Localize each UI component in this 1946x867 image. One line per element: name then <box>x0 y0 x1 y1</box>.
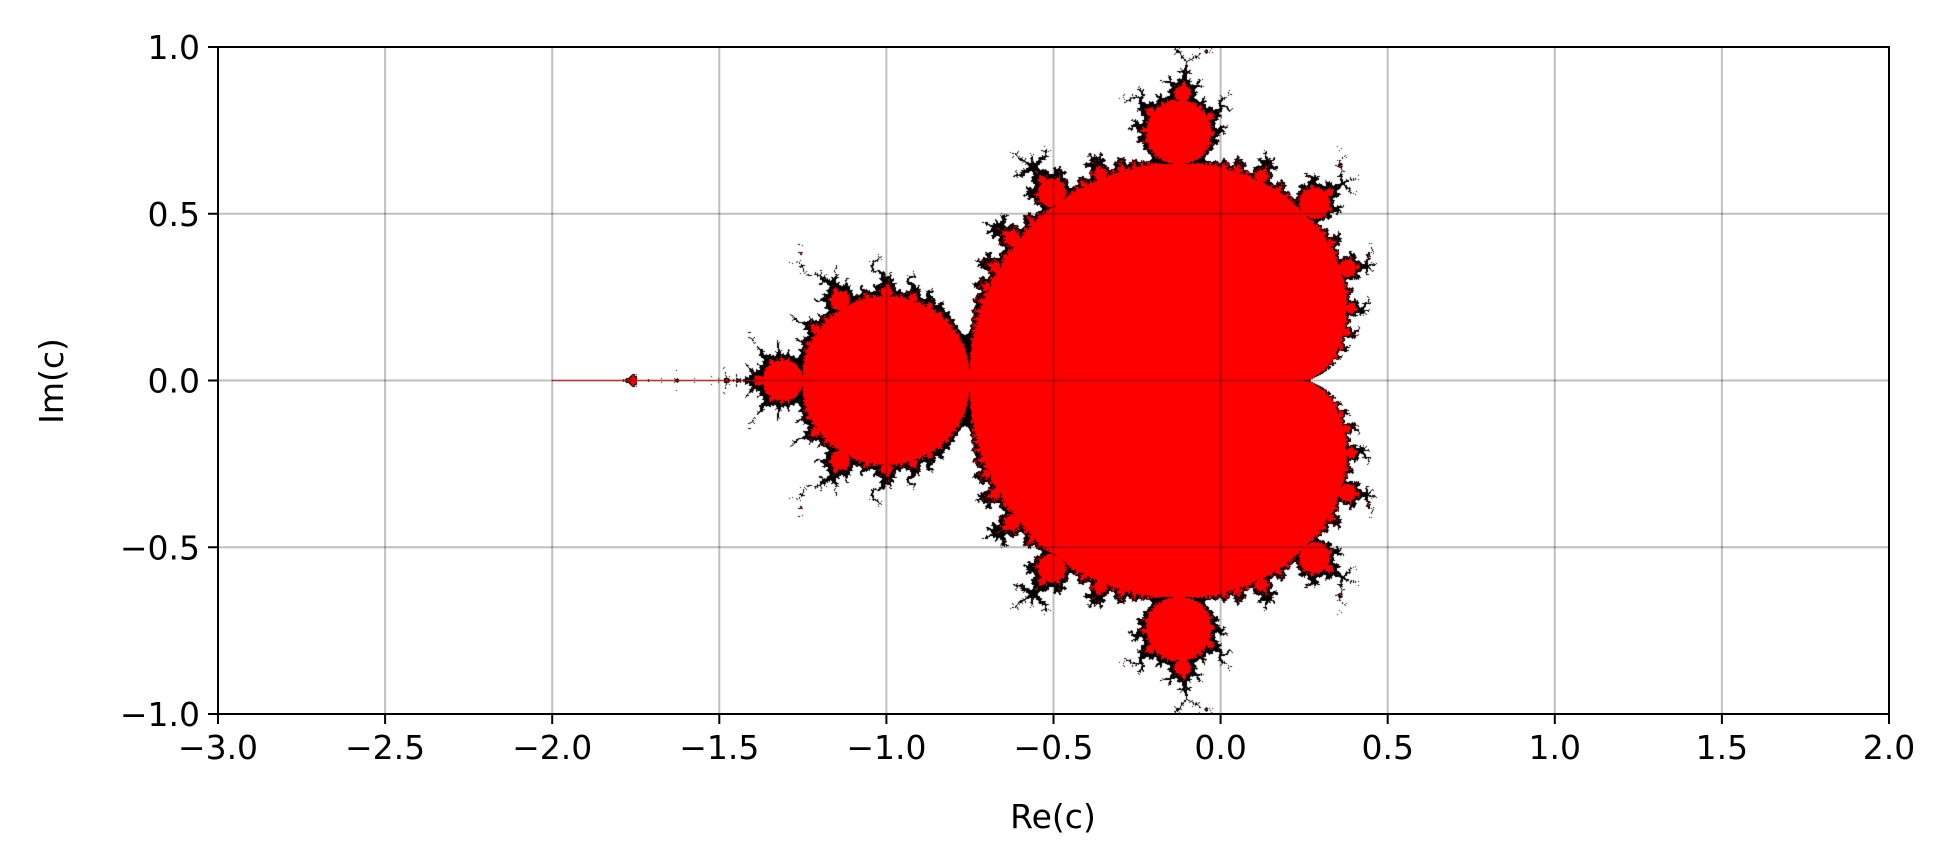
x-axis-label: Re(c) <box>1010 797 1096 836</box>
y-axis: −1.0 −0.5 0.0 0.5 1.0 <box>120 28 218 734</box>
mandelbrot-set-image <box>218 47 1889 714</box>
y-tick-label: 0.0 <box>148 362 200 401</box>
x-tick-label: −3.0 <box>178 728 258 767</box>
y-tick-label: −0.5 <box>120 528 200 567</box>
x-tick-label: −0.5 <box>1013 728 1093 767</box>
x-tick-label: 0.0 <box>1194 728 1246 767</box>
x-tick-label: 2.0 <box>1863 728 1915 767</box>
y-axis-label: Im(c) <box>32 338 71 424</box>
x-tick-label: −2.0 <box>512 728 592 767</box>
x-tick-label: 1.0 <box>1529 728 1581 767</box>
plot-area <box>217 46 1890 715</box>
y-tick-label: 0.5 <box>148 195 200 234</box>
x-tick-label: −1.5 <box>679 728 759 767</box>
y-tick-label: 1.0 <box>148 28 200 67</box>
x-tick-label: 1.5 <box>1696 728 1748 767</box>
x-tick-label: −2.5 <box>345 728 425 767</box>
x-axis: −3.0 −2.5 −2.0 −1.5 −1.0 −0.5 0.0 0.5 1.0 1.5 2.0 <box>178 714 1915 767</box>
y-tick-label: −1.0 <box>120 695 200 734</box>
x-tick-label: 0.5 <box>1361 728 1413 767</box>
x-tick-label: −1.0 <box>846 728 926 767</box>
mandelbrot-image-container <box>218 47 1889 714</box>
